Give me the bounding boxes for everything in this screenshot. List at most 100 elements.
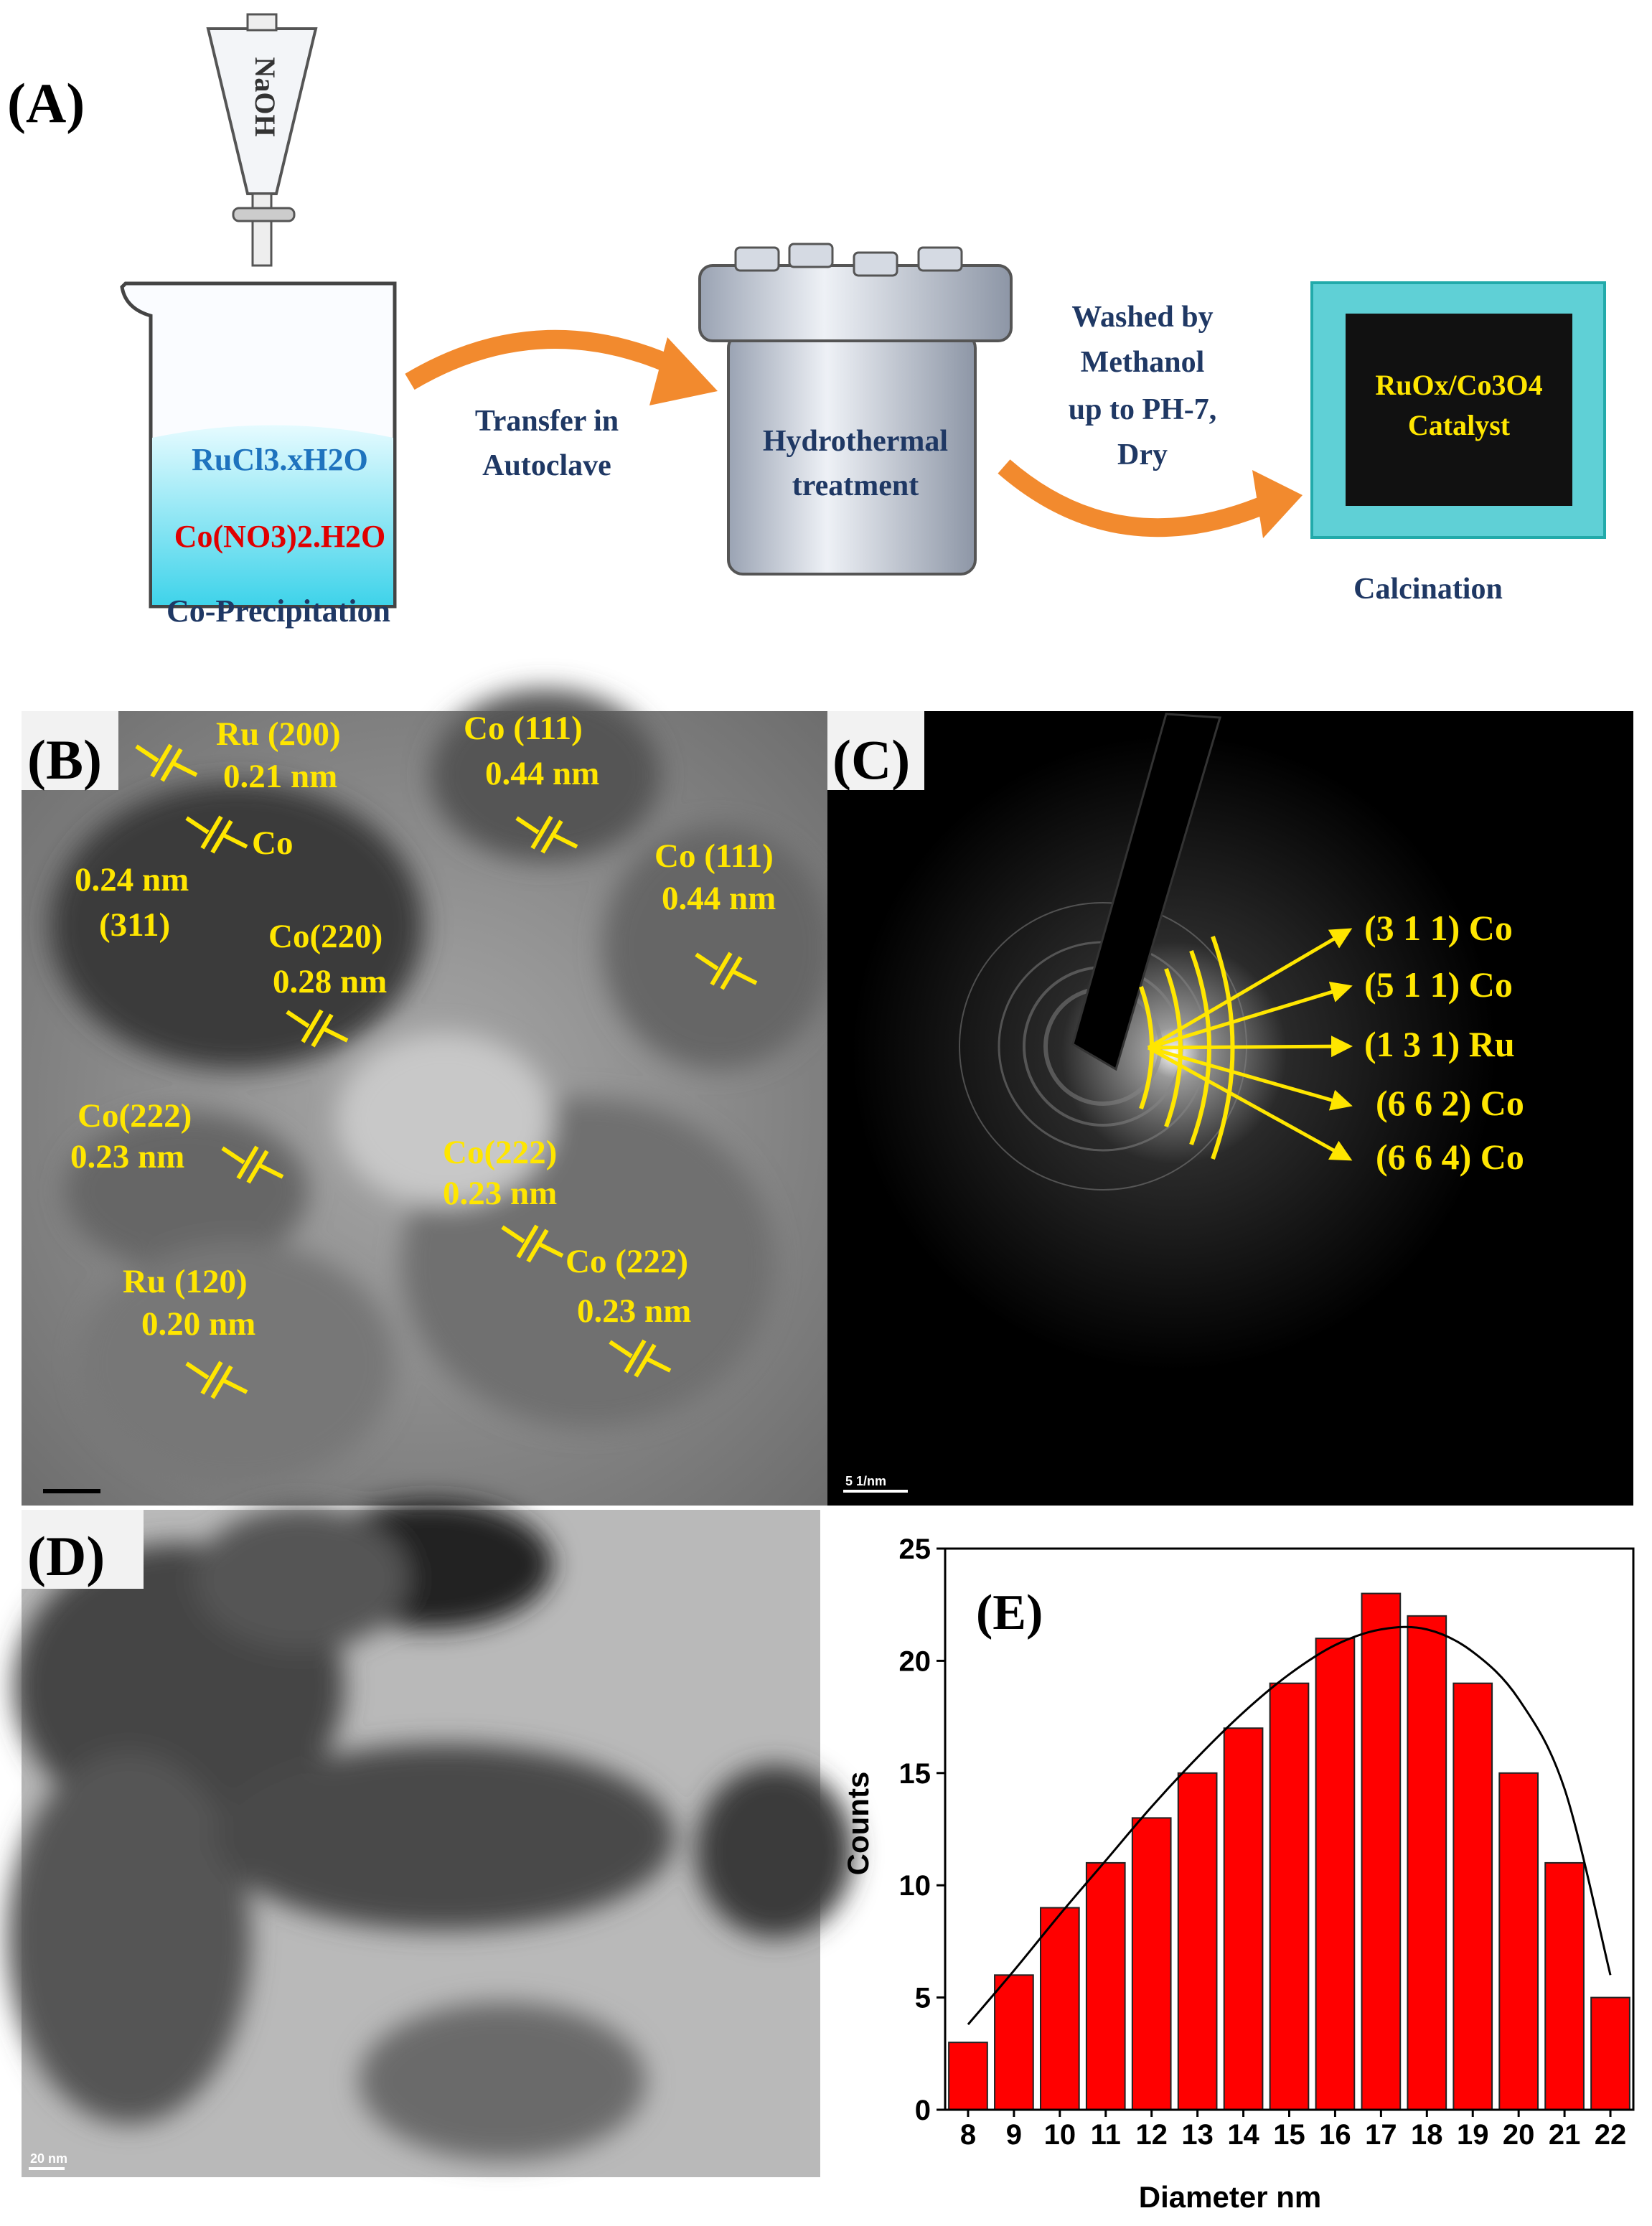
lattice-label: 0.23 nm	[443, 1175, 557, 1212]
catalyst-label: Catalyst	[1408, 409, 1511, 441]
lattice-label: (311)	[99, 906, 170, 944]
lattice-marker	[695, 952, 758, 990]
catalyst	[1346, 314, 1572, 506]
lattice-label: Co(220)	[268, 918, 383, 955]
lattice-marker	[609, 1339, 672, 1378]
stem	[251, 192, 273, 267]
y-tick-label: 5	[915, 1983, 931, 2014]
lattice-label: Co (111)	[464, 710, 583, 747]
x-tick-label: 21	[1549, 2119, 1581, 2151]
y-tick-label: 25	[899, 1534, 931, 1565]
bar	[1223, 1727, 1264, 2110]
funnel	[206, 27, 318, 195]
lattice-label: Co (222)	[565, 1243, 688, 1280]
bar	[1407, 1615, 1447, 2111]
ring-labels: (3 1 1) Co (5 1 1) Co (1 3 1) Ru (6 6 2) Co…	[1147, 908, 1524, 1177]
lattice-marker	[185, 815, 248, 854]
step-label: Calcination	[1353, 573, 1503, 606]
arrowhead	[1252, 470, 1303, 538]
y-tick-label: 0	[915, 2095, 931, 2126]
fit-curve	[967, 1625, 1612, 2026]
arrow-label: Methanol	[1081, 346, 1205, 379]
ring-label: (5 1 1) Co	[1364, 964, 1513, 1005]
lattice-label: Co(222)	[443, 1134, 557, 1171]
autoclave-label: treatment	[792, 469, 919, 502]
bar	[994, 1974, 1034, 2111]
solution	[152, 425, 393, 605]
bolts	[734, 243, 963, 277]
lattice-label: Ru (120)	[123, 1263, 248, 1300]
lattice-label: Co(222)	[78, 1097, 192, 1135]
bar	[1361, 1592, 1402, 2111]
ring-arrow	[1148, 1046, 1353, 1111]
saed-image	[827, 711, 1633, 1506]
lattice-label: Co (111)	[654, 837, 774, 875]
x-tick-label: 10	[1044, 2119, 1076, 2151]
y-tick-label: 15	[899, 1758, 931, 1790]
panel-b: (B) Ru (200) 0.21 nm Co (111) 0.44 nm Co 0.24…	[22, 689, 832, 1506]
arrowhead	[649, 337, 718, 405]
y-tick-label: 20	[899, 1645, 931, 1677]
panel-label: (C)	[832, 728, 910, 791]
lattice-marker	[221, 1145, 284, 1184]
x-axis-label: Diameter nm	[1139, 2180, 1321, 2214]
bar	[1590, 1996, 1630, 2111]
autoclave-cap	[698, 264, 1013, 342]
y-axis-label: Counts	[841, 1772, 875, 1876]
ring-arrow	[1147, 928, 1353, 1050]
lattice-label: 0.20 nm	[141, 1305, 255, 1343]
solution-bottom: Co(NO3)2.H2O	[174, 519, 386, 554]
label-box	[22, 711, 118, 790]
lattice-marker	[185, 1361, 248, 1399]
bar	[1177, 1772, 1218, 2111]
bar	[1544, 1861, 1585, 2110]
arrow-label: Transfer in	[475, 405, 619, 438]
lattice-labels: Ru (200) 0.21 nm Co (111) 0.44 nm Co 0.24 nm (…	[70, 710, 776, 1399]
x-tick-label: 15	[1273, 2119, 1305, 2151]
particles	[50, 689, 832, 1485]
lattice-marker	[286, 1009, 349, 1048]
x-tick-label: 22	[1595, 2119, 1627, 2151]
lattice-label: 0.23 nm	[577, 1292, 691, 1330]
ring-label: (6 6 4) Co	[1376, 1137, 1524, 1177]
bar	[1315, 1638, 1356, 2111]
lattice-label: Co	[252, 825, 293, 862]
x-tick-label: 20	[1503, 2119, 1535, 2151]
x-tick-label: 13	[1181, 2119, 1214, 2151]
panel-label: (B)	[27, 728, 102, 791]
panel-label: (E)	[976, 1585, 1043, 1640]
label-box	[827, 711, 924, 790]
scale-bar-label: 5 1/nm	[845, 1474, 886, 1488]
step-label: Co-Precipitation	[166, 593, 390, 629]
arrow-label: Autoclave	[482, 449, 611, 482]
lattice-marker	[135, 743, 198, 782]
bar	[1085, 1861, 1126, 2110]
lattice-marker	[515, 815, 578, 854]
funnel-label: NaOH	[249, 57, 281, 136]
stopper	[246, 13, 278, 32]
panel-label: (A)	[7, 72, 85, 134]
scale-bar-label: 20 nm	[30, 2151, 67, 2166]
catalyst-label: RuOx/Co3O4	[1375, 369, 1542, 401]
panel-c: (C) 5 1/nm (3 1 1) Co (5 1 1) Co (1 3 1) R…	[827, 711, 1633, 1506]
autoclave-label: Hydrothermal	[763, 425, 948, 458]
histogram: (E) Diameter nm Counts 0 5 10 15 20 25 8 9 10 11 1…	[841, 1534, 1635, 2214]
x-tick-label: 19	[1457, 2119, 1489, 2151]
panel-a: (A) NaOH RuCl3.xH2O Co(NO3)2.H2O Co-Prec…	[7, 13, 1606, 629]
aggregates	[7, 1500, 854, 2160]
arrow-label: up to PH-7,	[1069, 393, 1217, 426]
x-tick-label: 14	[1227, 2119, 1259, 2151]
x-tick-label: 8	[960, 2119, 976, 2151]
bar	[1269, 1682, 1310, 2110]
plot-frame	[944, 1547, 1635, 2111]
ring-arrow	[1148, 1035, 1353, 1058]
lattice-label: 0.28 nm	[273, 963, 387, 1000]
bar	[1039, 1907, 1080, 2110]
bar	[948, 2042, 988, 2110]
ring-label: (1 3 1) Ru	[1364, 1024, 1515, 1064]
bar	[1131, 1817, 1172, 2111]
arrow	[998, 459, 1275, 537]
x-tick-label: 12	[1135, 2119, 1168, 2151]
solution-top: RuCl3.xH2O	[192, 442, 368, 477]
